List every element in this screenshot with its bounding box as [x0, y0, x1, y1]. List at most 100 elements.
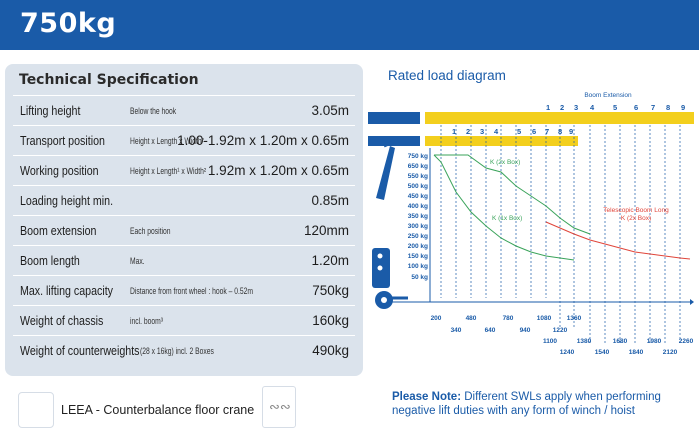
- x-label-340: 340: [451, 327, 462, 334]
- top-position-7: 7: [651, 103, 655, 112]
- y-label-50: 50 kg: [411, 274, 428, 281]
- please-note-text: Different SWLs apply when performing neg…: [392, 391, 661, 417]
- x-label-1220: 1220: [553, 327, 568, 334]
- spec-value: 1.00-1.92m x 1.20m x 0.65m: [177, 133, 349, 148]
- spec-label: Max. lifting capacity: [20, 283, 114, 298]
- y-label-100: 100 kg: [408, 263, 428, 270]
- lower-position-2: 2: [466, 127, 470, 136]
- spec-note: Distance from front wheel : hook – 0.52m: [130, 286, 254, 296]
- spec-note: incl. boom³: [130, 316, 164, 326]
- x-label-940: 940: [520, 327, 531, 334]
- label-1x-box: K (1x Box): [492, 215, 522, 222]
- spec-value: 1.20m: [311, 253, 349, 268]
- lower-position-1: 1: [452, 127, 456, 136]
- top-position-4: 4: [590, 103, 595, 112]
- spec-title: Technical Specification: [19, 72, 199, 88]
- spec-note: Each position: [130, 226, 171, 236]
- y-label-300: 300 kg: [408, 223, 428, 230]
- y-label-150: 150 kg: [408, 253, 428, 260]
- top-position-1: 1: [546, 103, 550, 112]
- spec-label: Transport position: [20, 133, 105, 148]
- chain-logo-box: ∾∾: [262, 386, 296, 428]
- label-telescopic-2: K (2x Box): [621, 215, 651, 222]
- page-title: 750kg: [20, 8, 117, 39]
- lower-position-3: 3: [480, 127, 484, 136]
- label-2x-box: K (2x Box): [490, 159, 520, 166]
- spec-label: Weight of chassis: [20, 313, 104, 328]
- spec-row-weight-of-counterweights: Weight of counterweights (28 x 16kg) inc…: [13, 335, 355, 365]
- spec-value: 3.05m: [311, 103, 349, 118]
- top-position-2: 2: [560, 103, 564, 112]
- y-label-500: 500 kg: [408, 183, 428, 190]
- top-position-5: 5: [613, 103, 617, 112]
- spec-value: 1.92m x 1.20m x 0.65m: [207, 163, 349, 178]
- lower-position-9: 9: [569, 127, 573, 136]
- x-label-480: 480: [466, 315, 477, 322]
- x-label-1240: 1240: [560, 349, 575, 356]
- spec-label: Working position: [20, 163, 99, 178]
- y-label-650: 650 kg: [408, 163, 428, 170]
- spec-label: Loading height min.: [20, 193, 114, 208]
- curve-2x-box: [434, 154, 591, 235]
- top-position-3: 3: [574, 103, 578, 112]
- spec-value: 120mm: [303, 223, 349, 238]
- y-label-550: 550 kg: [408, 173, 428, 180]
- top-position-8: 8: [666, 103, 670, 112]
- x-label-200: 200: [431, 315, 442, 322]
- spec-row-transport-position: Transport position Height x Length x Wid…: [13, 125, 355, 155]
- x-label-1080: 1080: [537, 315, 552, 322]
- x-label-1360: 1360: [567, 315, 582, 322]
- rated-load-diagram: Boom Extension 1 2 3 4 5 6 7 8 9 1 2 3 4…: [368, 92, 694, 356]
- spec-value: 750kg: [312, 283, 349, 298]
- x-label-1680: 1680: [613, 338, 628, 345]
- lower-position-7: 7: [545, 127, 549, 136]
- please-note: Please Note: Different SWLs apply when p…: [392, 390, 692, 418]
- y-label-200: 200 kg: [408, 243, 428, 250]
- technical-spec-panel: Technical Specification Lifting height B…: [5, 64, 363, 376]
- lower-extension-bar: [425, 136, 578, 146]
- y-label-750: 750 kg: [408, 153, 428, 160]
- spec-row-boom-extension: Boom extension Each position 120mm: [13, 215, 355, 245]
- spec-row-loading-height: Loading height min. 0.85m: [13, 185, 355, 215]
- leea-logo: [18, 392, 54, 428]
- x-label-1840: 1840: [629, 349, 644, 356]
- lower-position-4: 4: [494, 127, 499, 136]
- label-telescopic-1: Telescopic Boom Long: [603, 207, 669, 214]
- lower-position-8: 8: [558, 127, 562, 136]
- x-label-1980: 1980: [647, 338, 662, 345]
- x-label-780: 780: [503, 315, 514, 322]
- spec-row-boom-length: Boom length Max. 1.20m: [13, 245, 355, 275]
- spec-value: 0.85m: [311, 193, 349, 208]
- top-position-6: 6: [634, 103, 638, 112]
- spec-label: Boom length: [20, 253, 80, 268]
- lower-position-6: 6: [532, 127, 536, 136]
- x-label-2120: 2120: [663, 349, 678, 356]
- spec-label: Lifting height: [20, 103, 81, 118]
- spec-note: Max.: [130, 256, 145, 266]
- top-bar-blue: [368, 112, 420, 124]
- x-label-2260: 2260: [679, 338, 694, 345]
- spec-value: 490kg: [312, 343, 349, 358]
- spec-label: Weight of counterweights: [20, 343, 140, 358]
- boom-extension-bar: [425, 112, 694, 124]
- x-label-640: 640: [485, 327, 496, 334]
- spec-row-working-position: Working position Height x Length¹ x Widt…: [13, 155, 355, 185]
- curve-1x-box: [433, 154, 575, 261]
- chain-icon: ∾∾: [269, 399, 291, 414]
- y-label-400: 400 kg: [408, 203, 428, 210]
- spec-note: Height x Length¹ x Width²: [130, 166, 207, 176]
- top-position-9: 9: [681, 103, 685, 112]
- spec-note: Height x Length x Width²: [130, 136, 204, 146]
- y-label-350: 350 kg: [408, 213, 428, 220]
- leea-label: LEEA - Counterbalance floor crane: [61, 403, 255, 417]
- boom-extension-label: Boom Extension: [584, 92, 632, 99]
- y-label-450: 450 kg: [408, 193, 428, 200]
- y-label-250: 250 kg: [408, 233, 428, 240]
- spec-label: Boom extension: [20, 223, 97, 238]
- spec-row-weight-of-chassis: Weight of chassis incl. boom³ 160kg: [13, 305, 355, 335]
- lower-position-5: 5: [517, 127, 521, 136]
- please-note-bold: Please Note:: [392, 391, 462, 403]
- x-label-1380: 1380: [577, 338, 592, 345]
- spec-value: 160kg: [312, 313, 349, 328]
- curve-telescopic: [545, 221, 691, 260]
